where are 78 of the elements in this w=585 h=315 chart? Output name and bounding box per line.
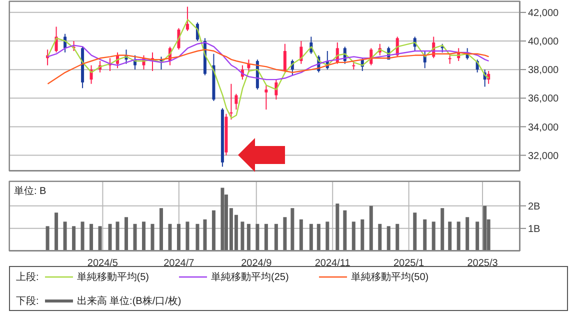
y-tick-label: 40,000 (528, 36, 560, 48)
bar (46, 226, 50, 251)
bar (309, 224, 313, 251)
bar (116, 222, 120, 251)
bar (124, 217, 128, 251)
bar (212, 210, 216, 251)
candlestick (186, 6, 189, 32)
bar (159, 208, 163, 251)
y-tick-label: 32,000 (528, 150, 560, 162)
bar (264, 224, 268, 251)
bar (150, 224, 154, 251)
bar (142, 222, 146, 251)
bar (299, 219, 303, 251)
bar (378, 224, 382, 251)
bar (256, 224, 260, 251)
bar (80, 222, 84, 251)
legend-label: 出来高 単位:(B株/口/枚) (76, 294, 182, 308)
bar (440, 208, 444, 251)
bar (240, 222, 244, 251)
legend-title: 上段: (16, 270, 39, 284)
x-tick-label: 2025/3 (467, 258, 498, 270)
bar (369, 206, 373, 251)
bar (274, 224, 278, 251)
bar (343, 210, 347, 251)
bar (246, 224, 250, 251)
bar (203, 219, 207, 251)
legend-label: 単純移動平均(25) (211, 271, 289, 284)
bar (483, 206, 487, 251)
bar (386, 226, 390, 251)
y-tick-label: 42,000 (528, 8, 560, 19)
bar (220, 188, 224, 251)
x-tick-label: 2024/7 (164, 258, 195, 270)
bar (316, 224, 320, 251)
candlestick (234, 93, 238, 110)
bar (326, 222, 330, 251)
bar (108, 224, 112, 251)
candlestick (230, 83, 233, 120)
bar (283, 217, 287, 251)
bar (456, 222, 460, 251)
legend-title: 下段: (16, 295, 39, 308)
candlestick (283, 43, 286, 73)
bar (133, 224, 137, 251)
y-tick-label: 2B (528, 201, 541, 212)
y-tick-label: 1B (528, 224, 541, 235)
line-series (47, 18, 490, 119)
candlestick (300, 40, 303, 64)
bar (63, 222, 67, 251)
y-tick-label: 34,000 (528, 122, 560, 134)
bar (396, 224, 400, 251)
bar (90, 224, 94, 251)
bar (290, 208, 294, 251)
x-tick-label: 2025/1 (394, 258, 425, 270)
bar (423, 219, 427, 251)
bar (476, 222, 480, 251)
bar (72, 226, 76, 251)
bar (352, 222, 356, 251)
legend-label: 単純移動平均(50) (350, 271, 429, 284)
y-tick-label: 36,000 (528, 94, 560, 105)
bar (98, 226, 102, 251)
x-tick-label: 2024/11 (314, 258, 351, 270)
legend-label: 単純移動平均(5) (76, 271, 150, 284)
y-tick-label: 38,000 (528, 65, 560, 76)
bar (168, 224, 172, 251)
bar (413, 212, 417, 251)
x-tick-label: 2024/9 (241, 258, 272, 270)
bar (196, 224, 200, 251)
bar (360, 219, 364, 251)
bar (54, 212, 58, 251)
bar (176, 224, 180, 251)
candlestick (264, 84, 268, 110)
y-axis-title: 単位: B (14, 185, 46, 198)
bar (432, 222, 436, 251)
bar (186, 222, 190, 251)
bar (466, 217, 470, 251)
bar (448, 222, 452, 251)
bar (336, 204, 340, 251)
candlestick (150, 52, 154, 72)
x-tick-label: 2024/5 (87, 258, 118, 270)
